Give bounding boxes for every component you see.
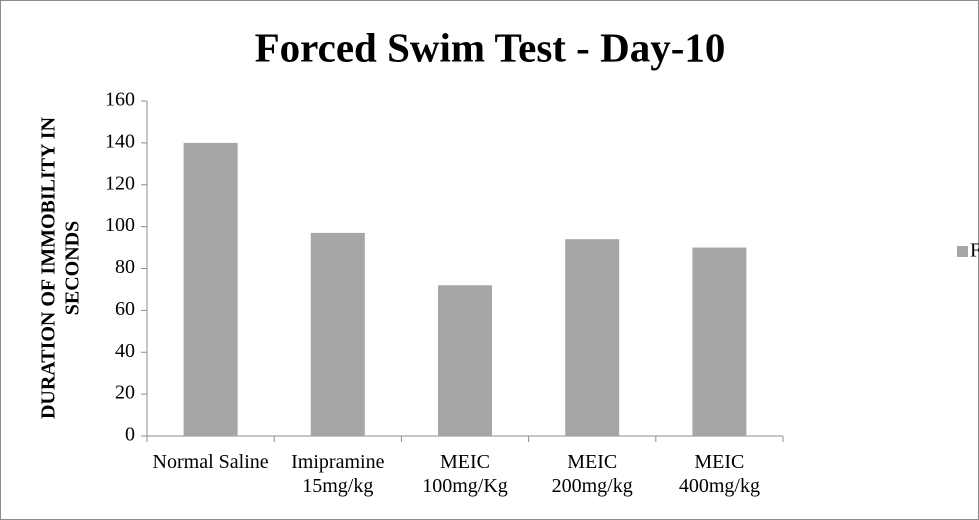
x-tick-label: MEIC 400mg/kg [678, 451, 760, 497]
y-axis-label: DURATION OF IMMOBILITY IN SECONDS [38, 116, 84, 419]
x-tick-label-box: MEIC 200mg/kg [551, 451, 633, 497]
bar [183, 142, 238, 436]
legend-swatch [957, 246, 968, 257]
y-tick-label: 100 [105, 214, 135, 236]
x-tick-label: MEIC 100mg/Kg [422, 451, 508, 497]
y-axis-label-line: DURATION OF IMMOBILITY IN [38, 116, 60, 419]
y-tick-label: 40 [115, 340, 135, 362]
y-tick-label: 0 [125, 424, 135, 446]
y-tick-label: 60 [115, 298, 135, 320]
x-tick-label: MEIC 200mg/kg [551, 451, 633, 497]
x-tick-label-box: MEIC 400mg/kg [678, 451, 760, 497]
bar [692, 247, 747, 436]
y-tick-label: 20 [115, 382, 135, 404]
legend-label: Forced Swim Test [970, 240, 979, 262]
x-tick-label-box: MEIC 100mg/Kg [422, 451, 508, 497]
y-axis-label-line: SECONDS [62, 221, 84, 315]
x-tick-label-box: Normal Saline [152, 451, 269, 473]
y-tick-label: 160 [105, 89, 135, 111]
y-tick-label: 140 [105, 130, 135, 152]
x-tick-label-box: Imipramine 15mg/kg [291, 451, 385, 497]
bar [438, 285, 492, 436]
y-tick-label: 120 [105, 172, 135, 194]
chart-title: Forced Swim Test - Day-10 [255, 24, 726, 70]
bar [565, 239, 620, 436]
y-tick-label: 80 [115, 256, 135, 278]
bar [310, 232, 365, 436]
x-tick-label: Imipramine 15mg/kg [291, 451, 385, 497]
x-tick-label: Normal Saline [152, 451, 269, 473]
